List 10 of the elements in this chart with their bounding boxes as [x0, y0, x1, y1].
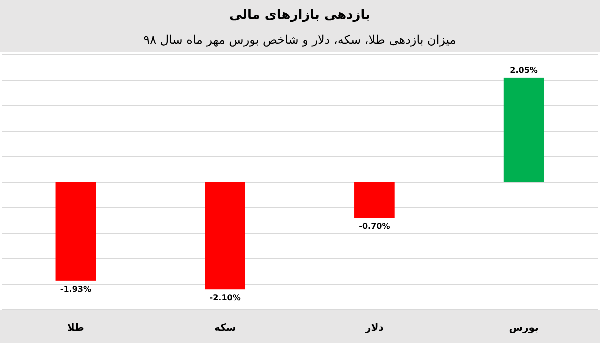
x-tick-label: سکه [214, 323, 236, 334]
x-tick-label: طلا [67, 323, 84, 334]
chart-subtitle: میزان بازدهی طلا، سکه، دلار و شاخص بورس مهر ماه سال ۹۸ [144, 33, 456, 47]
data-label: -2.10% [210, 294, 241, 303]
data-label: -0.70% [359, 222, 390, 232]
chart-title: بازدهی بازارهای مالی [229, 8, 371, 23]
data-label: -1.93% [60, 284, 92, 294]
x-tick-label: بورس [509, 323, 539, 334]
x-tick-label: دلار [364, 323, 384, 334]
data-label: 2.05% [510, 66, 538, 75]
